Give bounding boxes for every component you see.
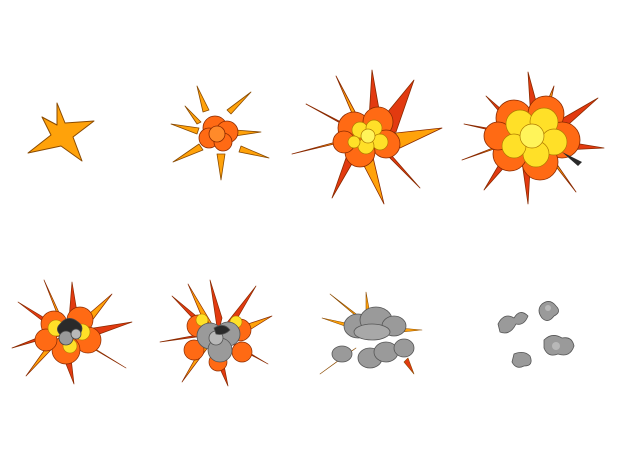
explosion-frame-2 — [170, 85, 270, 181]
explosion-frame-4 — [461, 71, 605, 205]
explosion-frame-8 — [497, 301, 575, 368]
explosion-frame-6 — [159, 279, 273, 387]
explosion-frame-7 — [319, 291, 423, 375]
explosion-frame-5 — [11, 279, 133, 385]
explosion-frame-1 — [27, 102, 95, 162]
explosion-frame-3 — [291, 69, 443, 205]
